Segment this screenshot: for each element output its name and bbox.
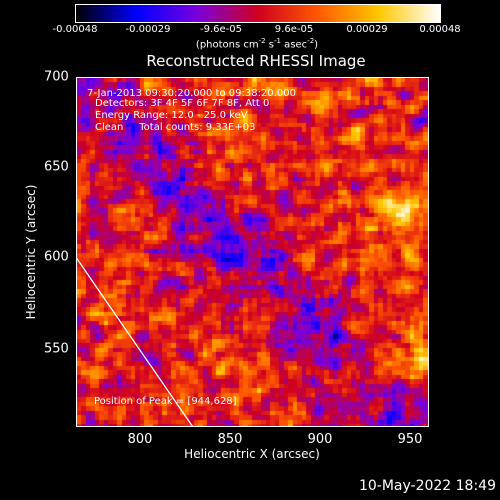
- y-tick-label: 650: [44, 159, 69, 175]
- timestamp: 10-May-2022 18:49: [358, 478, 496, 494]
- colorbar-tick: 0.00029: [346, 24, 388, 35]
- solar-limb-line: [77, 257, 194, 426]
- counts-annotation: Clean Total counts: 9.33E+03: [95, 122, 256, 133]
- colorbar-tick: -0.00029: [125, 24, 171, 35]
- y-tick-label: 550: [44, 341, 69, 357]
- colorbar-tick: 9.6e-05: [274, 24, 314, 35]
- colorbar-unit-label: (photons cm-2 s-1 asec-2): [195, 37, 319, 51]
- y-tick-label: 700: [44, 69, 69, 85]
- x-tick-label: 900: [307, 432, 333, 447]
- peak-position-annotation: Position of Peak = [944,628]: [94, 396, 237, 407]
- energy-range-annotation: Energy Range: 12.0 - 25.0 keV: [95, 110, 248, 121]
- heatmap-image: [77, 78, 428, 426]
- chart-title: Reconstructed RHESSI Image: [146, 52, 366, 70]
- plot-area: 7-Jan-2013 09:30:20.000 to 09:38:20.000 …: [76, 77, 429, 427]
- x-axis-label: Heliocentric X (arcsec): [184, 447, 320, 461]
- x-tick-label: 850: [217, 432, 243, 447]
- colorbar: [75, 4, 441, 23]
- time-range-annotation: 7-Jan-2013 09:30:20.000 to 09:38:20.000: [87, 88, 296, 99]
- colorbar-tick: -9.6e-05: [200, 24, 242, 35]
- x-tick-label: 800: [127, 432, 153, 447]
- y-tick-label: 600: [44, 249, 69, 265]
- y-axis-label: Heliocentric Y (arcsec): [24, 184, 38, 320]
- x-tick-label: 950: [397, 432, 423, 447]
- detectors-annotation: Detectors: 3F 4F 5F 6F 7F 8F, Att 0: [95, 98, 270, 109]
- colorbar-tick: 0.00048: [419, 24, 461, 35]
- colorbar-tick: -0.00048: [52, 24, 98, 35]
